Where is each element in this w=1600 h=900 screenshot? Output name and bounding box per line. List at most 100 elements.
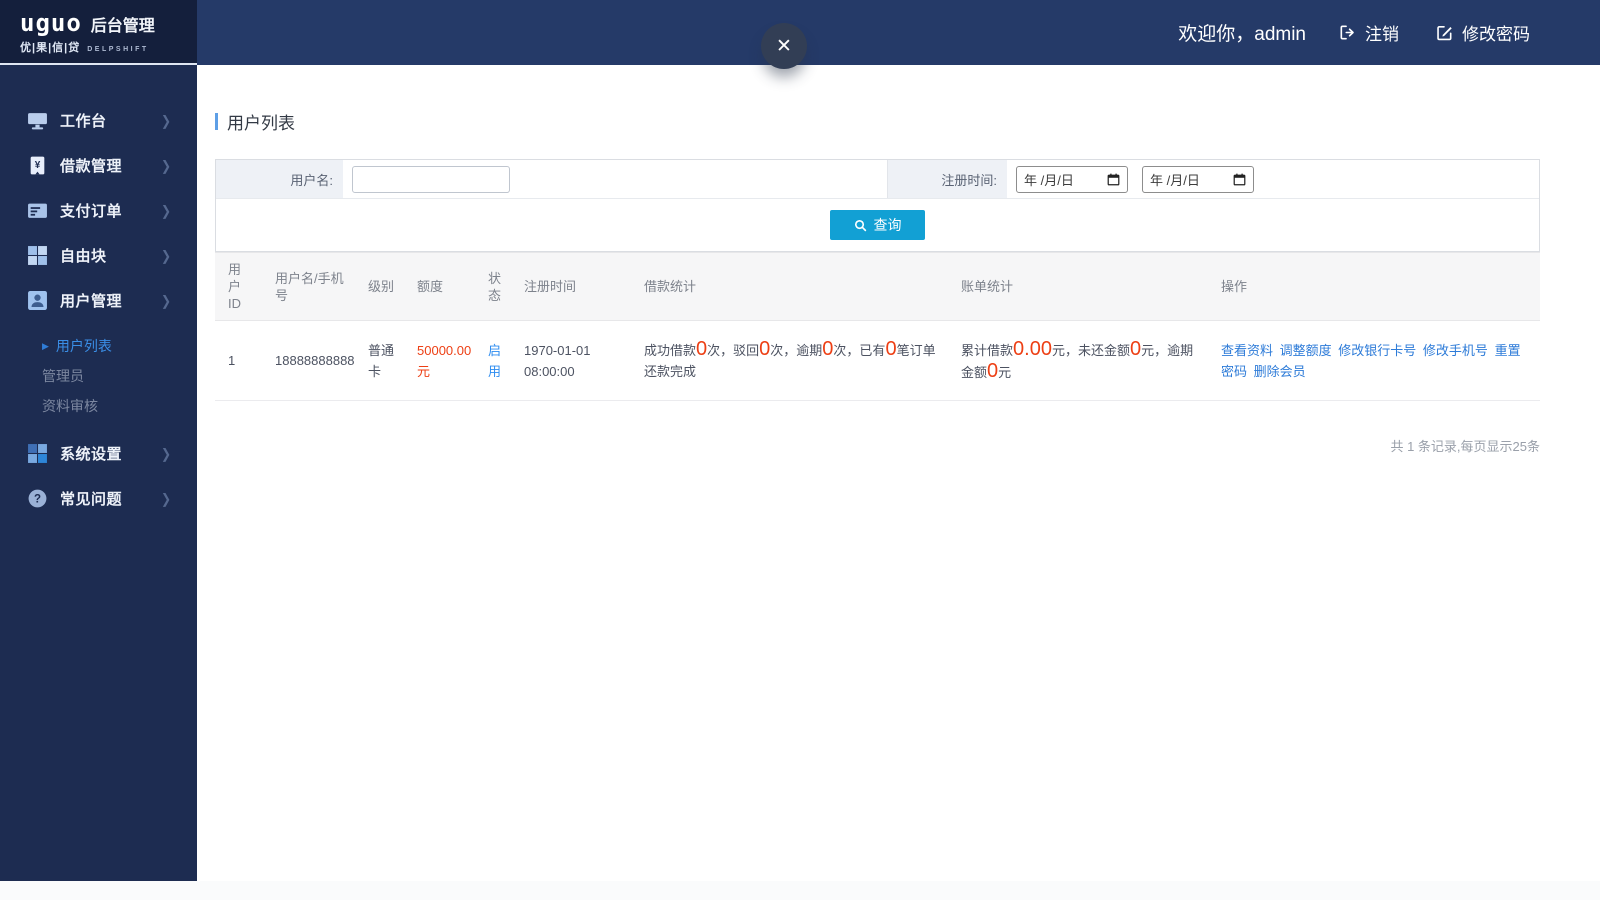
stat-text: 元，未还金额: [1051, 342, 1130, 358]
close-icon: ✕: [776, 35, 792, 57]
chevron-right-icon: ❯: [160, 202, 171, 219]
search-icon: [854, 219, 867, 232]
quota-cell: 50000.00元: [404, 320, 475, 401]
filter-panel: 用户名: 注册时间: 年 /月/日 年 /月/日: [215, 159, 1540, 252]
register-start-date-input[interactable]: 年 /月/日: [1016, 165, 1128, 193]
chevron-right-icon: ❯: [160, 292, 171, 309]
filter-row: 用户名: 注册时间: 年 /月/日 年 /月/日: [216, 160, 1539, 199]
brand-title: 后台管理: [90, 18, 155, 35]
user-id-cell: 1: [215, 320, 262, 401]
user-management-submenu: ▶ 用户列表 管理员 资料审核: [0, 323, 197, 431]
logout-button[interactable]: 注销: [1338, 20, 1399, 45]
stat-number: 0: [759, 338, 771, 360]
main-content: 用户列表 用户名: 注册时间: 年 /月/日 年: [197, 65, 1600, 881]
user-table: 用户ID 用户名/手机号 级别 额度 状态 注册时间 借款统计 账单统计 操作 …: [215, 252, 1540, 401]
stat-number: 0.00: [1013, 337, 1052, 360]
close-button[interactable]: ✕: [761, 23, 807, 69]
username-phone-cell: 18888888888: [262, 320, 355, 401]
stat-text: 次，逾期: [770, 343, 823, 358]
column-header-user-id: 用户ID: [215, 252, 262, 321]
reset-password-link[interactable]: 重置密码: [1221, 342, 1521, 379]
change-password-label: 修改密码: [1462, 25, 1530, 44]
chevron-right-icon: ❯: [160, 157, 171, 174]
sidebar-subitem-user-list[interactable]: ▶ 用户列表: [0, 331, 197, 361]
sidebar-item-payment-orders[interactable]: 支付订单 ❯: [0, 188, 197, 233]
column-header-status: 状态: [475, 252, 511, 321]
subnav-label: 资料审核: [42, 398, 98, 414]
logo-block: uguo 后台管理 优|果|信|贷 DELPSHIFT: [0, 0, 197, 65]
register-end-date-input[interactable]: 年 /月/日: [1142, 165, 1254, 193]
blocks-grid-icon: [27, 245, 48, 266]
username-label: 用户名:: [216, 160, 343, 198]
page-title-text: 用户列表: [227, 114, 295, 133]
date-placeholder: 年 /月/日: [1024, 172, 1074, 188]
brand-tagline: 优|果|信|贷: [20, 42, 81, 54]
question-circle-icon: ?: [27, 488, 48, 509]
view-profile-link[interactable]: 查看资料: [1221, 342, 1274, 358]
change-password-button[interactable]: 修改密码: [1435, 20, 1530, 45]
edit-bank-card-link[interactable]: 修改银行卡号: [1338, 342, 1417, 358]
adjust-quota-link[interactable]: 调整额度: [1279, 342, 1332, 358]
logout-icon: [1338, 23, 1357, 42]
column-header-loan-stats: 借款统计: [631, 252, 948, 321]
order-list-icon: [27, 200, 48, 221]
active-arrow-icon: ▶: [42, 340, 49, 351]
record-count-summary: 共 1 条记录,每页显示25条: [1390, 439, 1540, 454]
column-header-bill-stats: 账单统计: [948, 252, 1208, 321]
monitor-icon: [27, 110, 48, 131]
stat-text: 成功借款: [644, 343, 697, 358]
sidebar-item-loan-management[interactable]: ¥ 借款管理 ❯: [0, 143, 197, 188]
brand-tagline-en: DELPSHIFT: [87, 46, 149, 53]
stat-number: 0: [885, 338, 897, 360]
sidebar-item-label: 系统设置: [60, 446, 123, 463]
subnav-label: 管理员: [42, 368, 84, 384]
sidebar-subitem-administrators[interactable]: 管理员: [0, 361, 197, 391]
sidebar-subitem-profile-review[interactable]: 资料审核: [0, 391, 197, 421]
calendar-icon: [1233, 173, 1246, 186]
table-header-row: 用户ID 用户名/手机号 级别 额度 状态 注册时间 借款统计 账单统计 操作: [215, 252, 1540, 321]
bottom-scrollbar-strip[interactable]: [0, 881, 1600, 900]
edit-phone-link[interactable]: 修改手机号: [1422, 342, 1488, 358]
level-cell: 普通卡: [355, 320, 404, 401]
sidebar-item-workbench[interactable]: 工作台 ❯: [0, 98, 197, 143]
actions-cell: 查看资料 调整额度 修改银行卡号 修改手机号 重置密码 删除会员: [1208, 320, 1540, 401]
edit-icon: [1435, 23, 1454, 42]
stat-number: 0: [987, 359, 999, 382]
sidebar: uguo 后台管理 优|果|信|贷 DELPSHIFT 工作台 ❯ ¥ 借款管理: [0, 0, 197, 881]
sidebar-item-user-management[interactable]: 用户管理 ❯: [0, 278, 197, 323]
sidebar-item-label: 用户管理: [60, 293, 123, 310]
column-header-register-time: 注册时间: [511, 252, 631, 321]
user-icon: [27, 290, 48, 311]
svg-text:?: ?: [34, 494, 41, 506]
sidebar-nav: 工作台 ❯ ¥ 借款管理 ❯ 支付订单 ❯: [0, 65, 197, 521]
sidebar-item-label: 支付订单: [60, 203, 123, 220]
brand-logo: uguo: [20, 9, 82, 37]
chevron-right-icon: ❯: [160, 490, 171, 507]
delete-member-link[interactable]: 删除会员: [1253, 363, 1306, 379]
top-header-bar: 欢迎你，admin 注销 修改密码: [197, 0, 1600, 65]
column-header-quota: 额度: [404, 252, 475, 321]
username-input-cell: [343, 160, 887, 198]
calendar-icon: [1107, 173, 1120, 186]
sidebar-item-system-settings[interactable]: 系统设置 ❯: [0, 431, 197, 476]
sidebar-item-faq[interactable]: ? 常见问题 ❯: [0, 476, 197, 521]
chevron-right-icon: ❯: [160, 247, 171, 264]
date-placeholder: 年 /月/日: [1150, 172, 1200, 188]
column-header-username-phone: 用户名/手机号: [262, 252, 355, 321]
username-input[interactable]: [352, 165, 510, 193]
welcome-text: 欢迎你，admin: [1178, 24, 1306, 45]
stat-number: 0: [1129, 337, 1142, 360]
search-button[interactable]: 查询: [830, 210, 925, 240]
chevron-right-icon: ❯: [160, 112, 171, 129]
page-title: 用户列表: [215, 109, 1600, 134]
column-header-actions: 操作: [1208, 252, 1540, 321]
register-time-label: 注册时间:: [887, 160, 1007, 198]
search-button-label: 查询: [873, 217, 902, 233]
sidebar-item-free-blocks[interactable]: 自由块 ❯: [0, 233, 197, 278]
sidebar-item-label: 借款管理: [60, 158, 123, 175]
loan-book-icon: ¥: [27, 155, 48, 176]
stat-number: 0: [822, 338, 834, 360]
stat-text: 元，逾期金额: [961, 342, 1194, 380]
title-accent-bar: [215, 113, 218, 130]
